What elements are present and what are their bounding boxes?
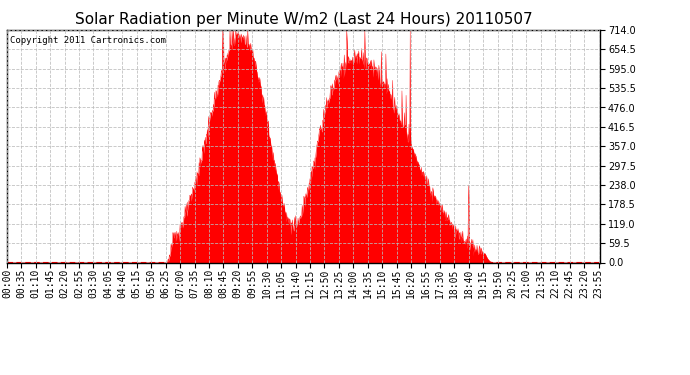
Text: Copyright 2011 Cartronics.com: Copyright 2011 Cartronics.com [10, 36, 166, 45]
Title: Solar Radiation per Minute W/m2 (Last 24 Hours) 20110507: Solar Radiation per Minute W/m2 (Last 24… [75, 12, 533, 27]
